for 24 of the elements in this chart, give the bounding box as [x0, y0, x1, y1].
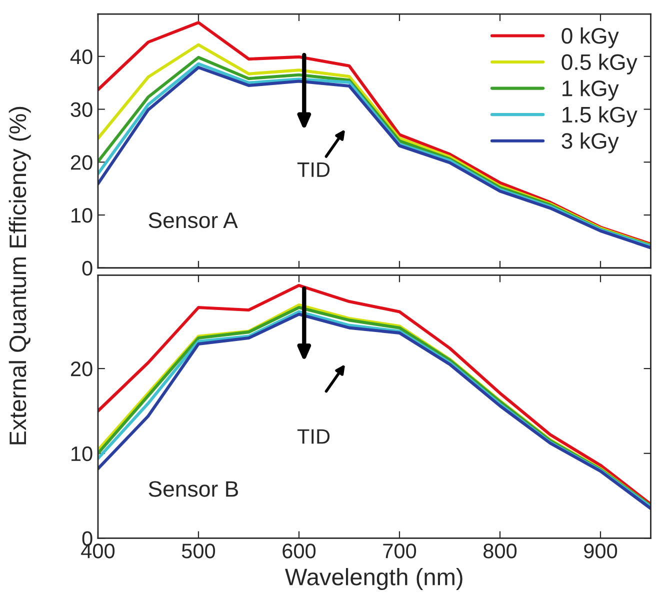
annotation: Sensor B	[148, 481, 238, 497]
y-tick-label: 30	[70, 102, 92, 118]
x-tick-label: 800	[484, 544, 517, 558]
x-tick-label: 700	[383, 544, 416, 558]
annotation: Sensor A	[148, 212, 238, 228]
legend-label: 1 kGy	[562, 80, 619, 101]
x-tick-label: 500	[182, 544, 216, 558]
y-axis-title: External Quantum Efficiency (%)	[8, 106, 31, 444]
legend-label: 1.5 kGy	[562, 106, 638, 127]
annotation: TID	[297, 429, 330, 444]
annotation: TID	[297, 162, 330, 177]
x-axis-title: Wavelength (nm)	[285, 568, 462, 590]
legend-label: 0 kGy	[562, 27, 619, 48]
legend-label: 3 kGy	[562, 132, 619, 154]
legend-label: 0.5 kGy	[562, 54, 638, 74]
y-tick-label: 10	[72, 446, 92, 462]
y-tick-label: 10	[72, 208, 92, 223]
x-tick-label: 600	[282, 544, 316, 558]
y-tick-label: 20	[70, 362, 92, 376]
x-tick-label: 400	[81, 544, 115, 558]
y-tick-label: 0	[82, 260, 92, 276]
y-tick-label: 40	[70, 49, 92, 64]
y-tick-label: 20	[70, 155, 92, 170]
x-tick-label: 900	[584, 544, 618, 558]
